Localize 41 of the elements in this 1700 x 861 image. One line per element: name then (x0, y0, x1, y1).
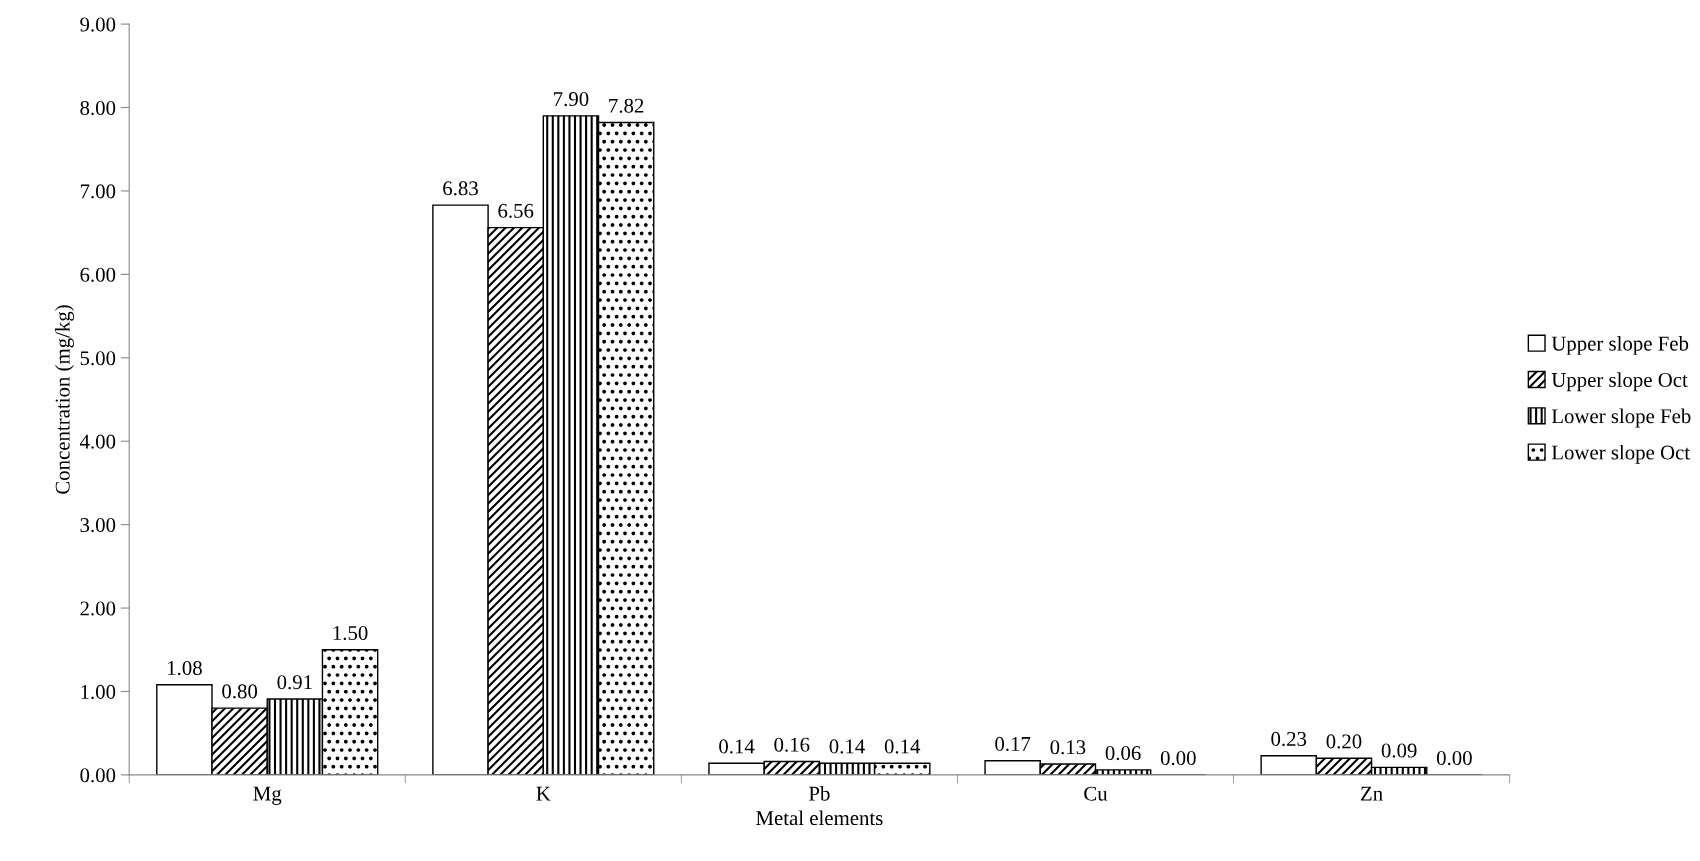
data-label: 6.56 (498, 203, 534, 218)
x-tick-label: Mg (253, 786, 282, 805)
data-label: 0.09 (1381, 743, 1417, 758)
data-label: 0.80 (222, 684, 258, 699)
y-tick-label: 3.00 (80, 518, 116, 533)
x-tick-label: K (536, 786, 551, 801)
y-tick-label: 6.00 (80, 267, 116, 282)
legend-label: Upper slope Feb (1551, 335, 1689, 355)
data-label: 0.17 (995, 736, 1031, 752)
data-label: 6.83 (443, 181, 478, 196)
data-label: 7.82 (609, 98, 644, 113)
data-label: 1.50 (333, 625, 368, 641)
y-tick-label: 0.00 (80, 768, 116, 783)
x-tick-label: Pb (809, 786, 830, 801)
data-label: 0.14 (829, 739, 865, 754)
data-label: 0.14 (719, 739, 755, 754)
x-tick-label: Cu (1084, 786, 1108, 801)
y-tick-label: 4.00 (79, 434, 116, 449)
y-tick-label: 1.00 (81, 684, 116, 699)
data-label: 0.00 (1436, 751, 1472, 766)
data-label: 0.20 (1326, 734, 1362, 749)
data-label: 0.00 (1160, 751, 1196, 766)
legend-label: Lower slope Oct (1551, 444, 1690, 464)
data-label: 1.08 (168, 660, 202, 676)
y-tick-label: 8.00 (80, 100, 116, 116)
data-label: 0.16 (774, 737, 810, 752)
y-tick-label: 2.00 (80, 601, 116, 616)
data-label: 0.23 (1271, 731, 1307, 747)
y-tick-label: 5.00 (80, 351, 116, 366)
data-label: 0.06 (1105, 746, 1141, 761)
data-label: 0.14 (884, 739, 921, 754)
x-axis-title: Metal elements (756, 810, 883, 826)
legend-label: Lower slope Feb (1551, 408, 1691, 428)
x-tick-label: Zn (1360, 786, 1383, 801)
y-tick-label: 7.00 (80, 184, 116, 199)
data-label: 0.13 (1050, 740, 1086, 755)
y-tick-label: 9.00 (80, 17, 116, 32)
data-label: 7.90 (554, 92, 589, 107)
y-axis-title: Concentration (mg/kg) (55, 305, 74, 494)
legend-label: Upper slope Oct (1551, 372, 1688, 392)
data-label: 0.91 (277, 675, 312, 690)
